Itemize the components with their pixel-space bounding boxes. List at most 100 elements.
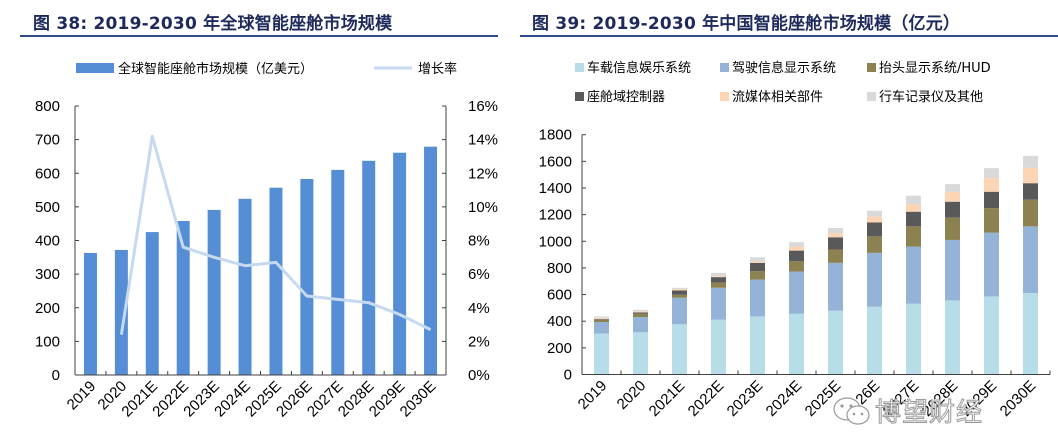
bar-segment-2: [945, 217, 960, 240]
bar-segment-3: [867, 222, 882, 237]
bar-segment-2: [711, 282, 726, 288]
bar-segment-3: [906, 211, 921, 227]
bar-2022E: [176, 220, 190, 375]
y-tick-label: 800: [547, 260, 572, 277]
y-tick-labels: 0 200 400 600 800 1000 1200 1400 1600 1800: [539, 127, 586, 384]
bar-segment-3: [1023, 183, 1038, 200]
stacked-bar-2023E: [750, 257, 765, 375]
bar-segment-1: [633, 317, 648, 333]
bar-segment-4: [867, 216, 882, 223]
x-tick-label: 2020: [614, 377, 650, 413]
bar-segment-5: [789, 242, 804, 247]
right-y-tick-label: 2%: [468, 333, 490, 350]
bar-2024E: [238, 198, 252, 375]
legend-swatch-1: [720, 63, 729, 72]
y-tick-label: 1400: [539, 180, 572, 197]
bar-segment-0: [867, 306, 882, 375]
bar-segment-3: [750, 262, 765, 272]
bar-segment-4: [945, 191, 960, 202]
bar-segment-3: [984, 191, 999, 209]
figure-38-title-rule: [20, 35, 498, 37]
right-y-tick-label: 14%: [468, 132, 498, 149]
left-y-tick-label: 800: [35, 98, 60, 115]
bar-segment-5: [867, 210, 882, 217]
stacked-bar-2029E: [984, 168, 999, 375]
bar-segment-0: [1023, 293, 1038, 375]
bar-segment-2: [594, 319, 609, 323]
left-y-tick-label: 700: [35, 132, 60, 149]
bar-2025E: [269, 187, 283, 375]
bar-segment-4: [984, 178, 999, 192]
bar-2029E: [393, 152, 407, 375]
bar-segment-2: [750, 271, 765, 280]
bar-segment-3: [789, 250, 804, 262]
bar-segment-0: [750, 316, 765, 375]
x-tick-label: 2021E: [646, 377, 689, 420]
bar-segment-5: [711, 272, 726, 277]
bar-segment-1: [789, 271, 804, 314]
bar-2019: [83, 252, 97, 375]
bar-segment-2: [984, 208, 999, 233]
x-tick-label: 2030E: [397, 378, 440, 421]
bar-segment-2: [633, 313, 648, 318]
bar-2026E: [300, 178, 314, 375]
bar-2027E: [331, 169, 345, 375]
bar-segment-0: [672, 324, 687, 375]
bar-segment-1: [906, 246, 921, 304]
legend-swatch-4: [720, 92, 729, 101]
bar-segment-5: [945, 184, 960, 192]
right-y-tick-label: 12%: [468, 165, 498, 182]
figure-38-panel: 图 38: 2019-2030 年全球智能座舱市场规模 全球智能座舱市场规模（亿…: [0, 0, 510, 439]
left-y-tick-label: 300: [35, 266, 60, 283]
legend-swatch-3: [575, 92, 584, 101]
bar-segment-2: [867, 236, 882, 253]
stacked-bar-2024E: [789, 242, 804, 375]
bar-segment-4: [633, 311, 648, 313]
stacked-bar-2021E: [672, 287, 687, 375]
bar-segment-4: [789, 246, 804, 251]
bar-segment-4: [672, 289, 687, 291]
bar-segment-5: [750, 257, 765, 262]
y-tick-label: 1200: [539, 207, 572, 224]
stacked-bar-2025E: [828, 227, 843, 375]
legend-label-1: 驾驶信息显示系统: [732, 60, 836, 76]
bar-2028E: [362, 160, 376, 375]
legend-label-0: 车载信息娱乐系统: [587, 60, 691, 76]
stacked-bar-2030E: [1023, 155, 1038, 375]
x-tick-label: 2030E: [997, 377, 1040, 420]
bar-2020: [114, 249, 128, 375]
bar-segment-1: [1023, 226, 1038, 294]
bar-segment-1: [672, 297, 687, 325]
bar-segment-0: [633, 332, 648, 375]
bar-segment-3: [945, 201, 960, 218]
bar-segment-5: [828, 227, 843, 234]
bar-segment-5: [906, 195, 921, 205]
legend-swatch-0: [575, 63, 584, 72]
stacked-bar-2020: [633, 309, 648, 375]
bar-segment-4: [750, 261, 765, 263]
bar-segment-3: [633, 312, 648, 314]
bar-segment-1: [828, 262, 843, 311]
stacked-bar-2026E: [867, 210, 882, 375]
y-tick-label: 1800: [539, 127, 572, 144]
y-tick-label: 200: [547, 340, 572, 357]
bar-segment-3: [672, 290, 687, 295]
bar-segment-2: [828, 249, 843, 263]
y-tick-label: 1000: [539, 233, 572, 250]
bar-segment-0: [711, 319, 726, 375]
bar-segment-4: [711, 276, 726, 278]
right-y-tick-label: 8%: [468, 233, 490, 250]
y-tick-label: 0: [564, 367, 572, 384]
bar-segment-0: [906, 303, 921, 375]
bar-2023E: [207, 209, 221, 375]
bar-segment-0: [594, 333, 609, 375]
right-y-tick-label: 0%: [468, 367, 490, 384]
bar-segment-5: [672, 287, 687, 290]
bar-2030E: [424, 146, 438, 375]
figure-39-title: 图 39: 2019-2030 年中国智能座舱市场规模（亿元）: [532, 14, 961, 34]
figure-38-title: 图 38: 2019-2030 年全球智能座舱市场规模: [33, 14, 393, 34]
legend-label-growth-rate: 增长率: [418, 61, 457, 77]
legend-swatch-market-size: [76, 63, 114, 73]
bar-segment-4: [828, 233, 843, 238]
left-y-tick-label: 400: [35, 233, 60, 250]
